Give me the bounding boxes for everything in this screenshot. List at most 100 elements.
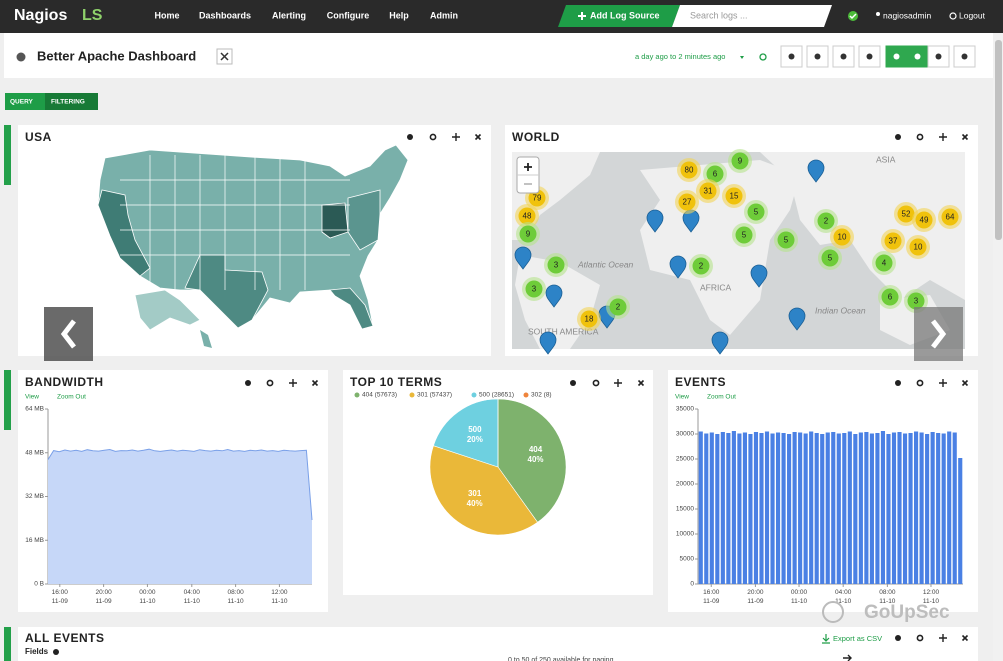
x-tick-label: 00:00 11-10: [139, 589, 156, 605]
move-icon[interactable]: [939, 379, 947, 387]
move-icon[interactable]: [939, 634, 947, 642]
carousel-prev[interactable]: [44, 307, 93, 361]
map-pin[interactable]: [750, 264, 768, 288]
panel-title: TOP 10 TERMS: [350, 375, 442, 389]
bar: [842, 433, 847, 584]
map-pin[interactable]: [669, 255, 687, 279]
cluster: [518, 207, 536, 225]
cluster-count: 4: [882, 259, 887, 268]
cluster: [699, 182, 717, 200]
zoom-out-link[interactable]: Zoom Out: [707, 394, 736, 401]
cluster: [680, 161, 698, 179]
row-handle[interactable]: [4, 370, 11, 430]
row-handle[interactable]: [4, 125, 11, 185]
bar: [880, 431, 886, 584]
info-icon[interactable]: [407, 134, 413, 140]
x-tick-label-line: 20:00: [747, 589, 764, 596]
filtering-tab-label[interactable]: FILTERING: [51, 99, 85, 106]
settings-icon[interactable]: [916, 634, 924, 642]
view-link[interactable]: View: [25, 394, 39, 401]
add-log-source[interactable]: Add Log Source: [590, 10, 660, 20]
map-pin[interactable]: [646, 209, 664, 233]
toolbar-icon: [935, 53, 942, 60]
zoom-in[interactable]: [524, 163, 532, 171]
info-icon[interactable]: [895, 380, 901, 386]
x-tick-label-line: 11-10: [879, 598, 896, 605]
x-tick-label-line: 11-09: [703, 598, 720, 605]
cluster-count: 5: [784, 236, 789, 245]
cluster-count: 5: [742, 231, 747, 240]
x-tick-label-line: 16:00: [703, 589, 720, 596]
export-csv[interactable]: Export as CSV: [833, 634, 882, 643]
map-pin[interactable]: [545, 284, 563, 308]
map-pin[interactable]: [788, 307, 806, 331]
bar: [858, 432, 863, 584]
carousel-next[interactable]: [914, 307, 963, 361]
row-handle[interactable]: [4, 627, 11, 661]
check-icon: [849, 13, 857, 20]
download-icon: [822, 634, 830, 644]
nav-item[interactable]: Home: [154, 10, 179, 20]
bar: [836, 433, 841, 584]
nav-item[interactable]: Help: [389, 10, 409, 20]
close-icon[interactable]: [961, 634, 969, 642]
map-pin[interactable]: [807, 159, 825, 183]
add-log-source-button[interactable]: [558, 5, 680, 27]
cluster: [884, 232, 902, 250]
slice-category: 301: [468, 489, 482, 498]
info-icon[interactable]: [245, 380, 251, 386]
zoom-out-link[interactable]: Zoom Out: [57, 394, 86, 401]
y-tick-label: 5000: [680, 556, 695, 563]
bar: [709, 432, 714, 584]
filtering-tab[interactable]: [45, 93, 98, 110]
cluster: [941, 208, 959, 226]
cluster: [817, 212, 835, 230]
settings-icon[interactable]: [429, 133, 437, 141]
move-icon[interactable]: [614, 379, 622, 387]
x-tick-label-line: 04:00: [184, 589, 201, 596]
nav-item[interactable]: Admin: [430, 10, 458, 20]
query-tab-label[interactable]: QUERY: [10, 99, 34, 106]
close-icon[interactable]: [311, 379, 319, 387]
cluster: [678, 193, 696, 211]
close-icon[interactable]: [637, 379, 645, 387]
info-icon[interactable]: [570, 380, 576, 386]
logout[interactable]: Logout: [959, 10, 986, 20]
nav-item[interactable]: Configure: [327, 10, 370, 20]
info-icon[interactable]: [895, 134, 901, 140]
nav-item[interactable]: Alerting: [272, 10, 306, 20]
map-pin[interactable]: [539, 331, 557, 355]
cluster-count: 5: [754, 208, 759, 217]
user-name[interactable]: nagiosadmin: [883, 10, 931, 20]
view-link[interactable]: View: [675, 394, 689, 401]
cluster-count: 2: [616, 303, 621, 312]
y-tick-label: 15000: [676, 506, 694, 513]
refresh-icon[interactable]: [759, 53, 767, 61]
settings-icon[interactable]: [916, 379, 924, 387]
close-icon[interactable]: [961, 379, 969, 387]
settings-icon[interactable]: [592, 379, 600, 387]
bar: [869, 433, 874, 584]
move-icon[interactable]: [452, 133, 460, 141]
cluster-count: 5: [828, 254, 833, 263]
x-tick-label: 08:00 11-10: [227, 589, 244, 605]
next-arrow[interactable]: [843, 654, 852, 661]
info-icon[interactable]: [895, 635, 901, 641]
query-tab[interactable]: [5, 93, 45, 110]
settings-icon[interactable]: [916, 133, 924, 141]
cluster-count: 31: [704, 187, 713, 196]
time-range[interactable]: a day ago to 2 minutes ago: [635, 52, 725, 61]
move-icon[interactable]: [939, 133, 947, 141]
search-box[interactable]: [672, 5, 832, 27]
map-pin[interactable]: [514, 246, 532, 270]
settings-icon[interactable]: [266, 379, 274, 387]
close-icon[interactable]: [474, 133, 482, 141]
close-icon[interactable]: [961, 133, 969, 141]
nav-item[interactable]: Dashboards: [199, 10, 251, 20]
cluster: [519, 225, 537, 243]
x-tick-label-line: 11-09: [52, 598, 69, 605]
scrollbar-thumb[interactable]: [995, 40, 1002, 240]
map-pin[interactable]: [711, 331, 729, 355]
move-icon[interactable]: [289, 379, 297, 387]
